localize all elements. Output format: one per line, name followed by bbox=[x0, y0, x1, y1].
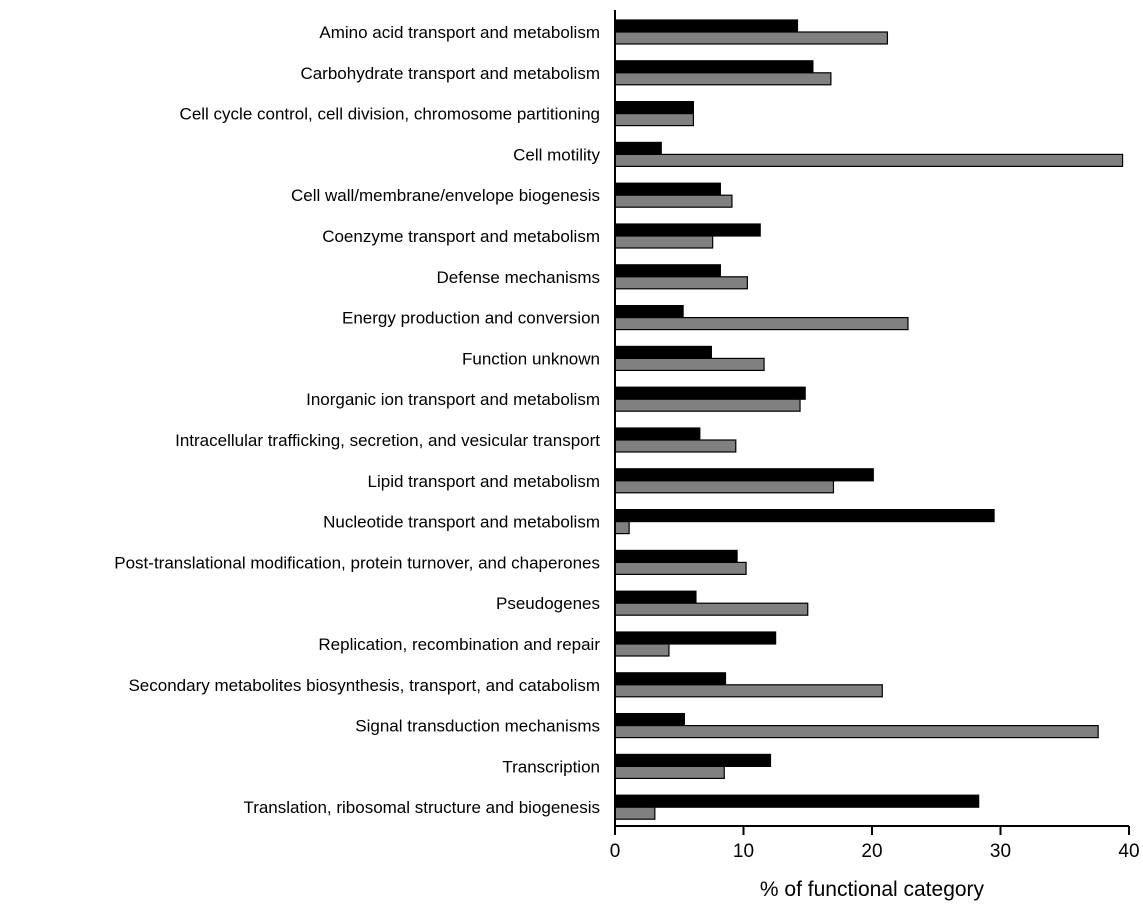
category-label: Lipid transport and metabolism bbox=[368, 472, 600, 491]
category-label: Cell motility bbox=[513, 145, 600, 164]
category-label: Pseudogenes bbox=[496, 594, 600, 613]
category-label: Translation, ribosomal structure and bio… bbox=[243, 798, 600, 817]
category-label: Coenzyme transport and metabolism bbox=[322, 227, 600, 246]
category-label: Defense mechanisms bbox=[437, 268, 600, 287]
bar-series-2-8 bbox=[614, 317, 909, 331]
bar-series-2-4 bbox=[614, 153, 1124, 167]
bar-series-1-13 bbox=[614, 509, 995, 523]
category-label: Nucleotide transport and metabolism bbox=[323, 513, 600, 532]
category-labels: Amino acid transport and metabolism Carbo… bbox=[114, 23, 600, 817]
bar-series-2-13 bbox=[614, 520, 630, 535]
x-tick-label: 20 bbox=[861, 841, 882, 862]
bar-series-1-2 bbox=[614, 60, 814, 74]
bar-series-1-9 bbox=[614, 345, 712, 359]
bar-series-1-15 bbox=[614, 590, 697, 604]
bar-series-2-18 bbox=[614, 724, 1099, 739]
category-label: Amino acid transport and metabolism bbox=[319, 23, 600, 42]
category-label: Post-translational modification, protein… bbox=[114, 553, 600, 572]
bar-series-1-16 bbox=[614, 631, 777, 645]
bar-series-1-3 bbox=[614, 100, 694, 115]
bar-series-1-5 bbox=[614, 182, 721, 196]
category-label: Carbohydrate transport and metabolism bbox=[300, 64, 600, 83]
bar-series-2-16 bbox=[614, 643, 670, 657]
bar-series-2-5 bbox=[614, 194, 733, 208]
x-tick-label: 10 bbox=[733, 841, 754, 862]
bar-series-1-6 bbox=[614, 223, 761, 237]
bars-layer bbox=[614, 19, 1124, 820]
x-tick-label: 0 bbox=[610, 841, 621, 862]
bar-series-2-6 bbox=[614, 235, 714, 249]
bar-series-2-9 bbox=[614, 357, 765, 371]
bar-series-2-17 bbox=[614, 684, 883, 698]
bar-series-2-12 bbox=[614, 480, 835, 494]
bar-series-2-14 bbox=[614, 561, 747, 576]
bar-series-2-15 bbox=[614, 602, 809, 616]
bar-series-2-3 bbox=[614, 112, 694, 127]
bar-series-1-4 bbox=[614, 141, 662, 155]
bar-series-2-7 bbox=[614, 276, 748, 290]
bar-series-1-14 bbox=[614, 549, 738, 564]
bar-series-1-7 bbox=[614, 264, 721, 278]
category-label: Transcription bbox=[502, 757, 600, 776]
x-tick-label: 30 bbox=[990, 841, 1011, 862]
bar-series-2-11 bbox=[614, 439, 737, 453]
bar-series-2-10 bbox=[614, 398, 801, 412]
bar-series-1-18 bbox=[614, 712, 685, 727]
bar-series-2-19 bbox=[614, 765, 725, 780]
category-label: Cell cycle control, cell division, chrom… bbox=[180, 105, 600, 124]
axes-layer: 0 10 20 30 40 bbox=[610, 10, 1140, 862]
x-tick-label: 40 bbox=[1118, 841, 1139, 862]
bar-series-2-2 bbox=[614, 72, 832, 86]
bar-series-1-20 bbox=[614, 794, 980, 808]
bar-series-1-11 bbox=[614, 427, 701, 441]
category-label: Cell wall/membrane/envelope biogenesis bbox=[291, 186, 600, 205]
bar-series-2-1 bbox=[614, 31, 889, 45]
bar-series-2-20 bbox=[614, 806, 656, 820]
x-axis-title: % of functional category bbox=[760, 878, 985, 901]
category-label: Inorganic ion transport and metabolism bbox=[306, 390, 600, 409]
bar-series-1-10 bbox=[614, 386, 806, 400]
bar-series-1-1 bbox=[614, 19, 799, 33]
category-label: Function unknown bbox=[462, 349, 600, 368]
bar-series-1-17 bbox=[614, 672, 727, 686]
bar-series-1-8 bbox=[614, 305, 684, 319]
bar-series-1-19 bbox=[614, 753, 772, 768]
category-label: Secondary metabolites biosynthesis, tran… bbox=[128, 676, 600, 695]
category-label: Energy production and conversion bbox=[342, 309, 600, 328]
category-label: Intracellular trafficking, secretion, an… bbox=[175, 431, 600, 450]
bar-series-1-12 bbox=[614, 468, 874, 482]
category-label: Replication, recombination and repair bbox=[318, 635, 600, 654]
category-label: Signal transduction mechanisms bbox=[355, 717, 600, 736]
